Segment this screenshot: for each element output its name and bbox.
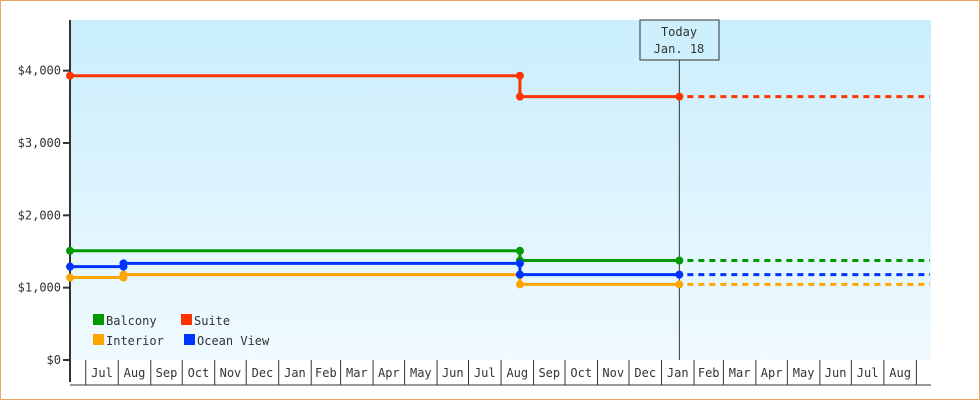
x-tick-label: Apr xyxy=(761,366,783,380)
x-tick-label: Apr xyxy=(378,366,400,380)
data-point[interactable] xyxy=(66,262,74,271)
series-line-balcony xyxy=(70,249,680,263)
x-tick-label: Oct xyxy=(570,366,592,380)
data-point[interactable] xyxy=(66,273,74,282)
data-point[interactable] xyxy=(66,246,74,255)
series-line-interior xyxy=(70,273,680,286)
legend-swatch xyxy=(181,314,192,325)
y-tick-label: $4,000 xyxy=(18,64,61,78)
x-tick-label: Jun xyxy=(442,366,464,380)
legend-label: Interior xyxy=(106,334,164,348)
data-point[interactable] xyxy=(515,92,524,101)
x-tick-label: May xyxy=(410,366,432,380)
x-tick-label: Feb xyxy=(698,366,720,380)
data-point[interactable] xyxy=(515,270,524,279)
data-point[interactable] xyxy=(675,270,684,279)
x-tick-label: Jul xyxy=(474,366,496,380)
legend-label: Balcony xyxy=(106,314,157,328)
data-point[interactable] xyxy=(515,280,524,289)
legend-swatch xyxy=(184,334,195,345)
data-point[interactable] xyxy=(515,259,524,268)
data-point[interactable] xyxy=(515,71,524,80)
today-label: Today xyxy=(661,25,697,39)
data-point[interactable] xyxy=(675,92,684,101)
data-point[interactable] xyxy=(675,280,684,289)
x-tick-label: Jul xyxy=(857,366,879,380)
y-tick-label: $1,000 xyxy=(18,281,61,295)
y-tick-label: $0 xyxy=(47,353,61,367)
x-tick-label: Jun xyxy=(825,366,847,380)
legend-label: Ocean View xyxy=(197,334,270,348)
data-point[interactable] xyxy=(66,71,74,80)
x-tick-label: Sep xyxy=(538,366,560,380)
x-tick-label: Mar xyxy=(346,366,368,380)
x-tick-label: Jan xyxy=(284,366,306,380)
y-tick-label: $2,000 xyxy=(18,208,61,222)
x-tick-label: Feb xyxy=(315,366,337,380)
data-point[interactable] xyxy=(119,259,128,268)
today-label-box xyxy=(639,19,720,61)
series-line-ocean-view xyxy=(70,261,680,277)
data-point[interactable] xyxy=(675,256,684,265)
x-tick-label: Dec xyxy=(252,366,274,380)
y-tick-label: $3,000 xyxy=(18,136,61,150)
data-point[interactable] xyxy=(119,270,128,279)
x-tick-label: Jul xyxy=(91,366,113,380)
x-tick-label: Mar xyxy=(729,366,751,380)
legend-swatch xyxy=(93,334,104,345)
x-tick-label: Jan xyxy=(667,366,689,380)
plot-area xyxy=(70,20,931,360)
x-tick-label: Aug xyxy=(889,366,911,380)
series-line-suite xyxy=(70,74,680,99)
data-point[interactable] xyxy=(515,246,524,255)
x-tick-label: Sep xyxy=(156,366,178,380)
legend-swatch xyxy=(93,314,104,325)
x-tick-label: Nov xyxy=(602,366,624,380)
legend-label: Suite xyxy=(194,314,230,328)
x-tick-label: Aug xyxy=(124,366,146,380)
today-date: Jan. 18 xyxy=(654,42,705,56)
x-tick-label: Nov xyxy=(220,366,242,380)
x-tick-label: Aug xyxy=(506,366,528,380)
x-tick-label: Oct xyxy=(188,366,210,380)
x-tick-label: Dec xyxy=(634,366,656,380)
x-tick-label: May xyxy=(793,366,815,380)
